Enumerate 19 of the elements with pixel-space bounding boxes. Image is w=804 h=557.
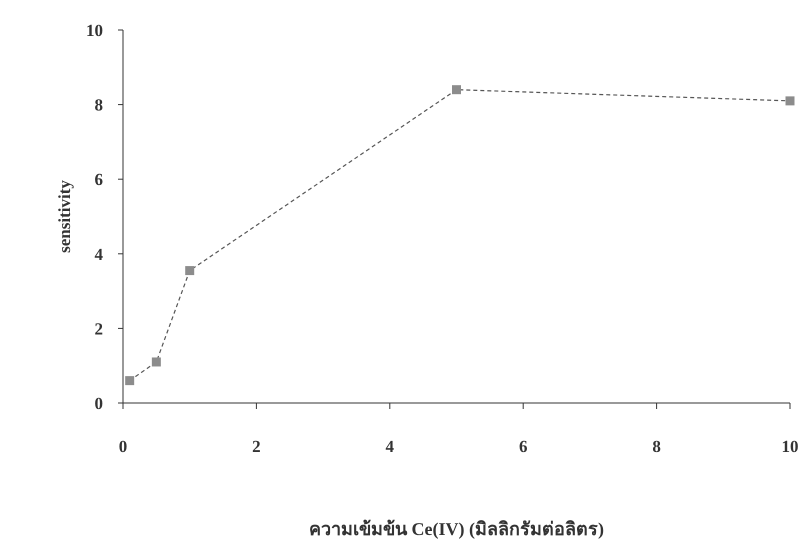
y-tick-label: 10 xyxy=(86,21,103,40)
point xyxy=(125,376,134,386)
y-tick-label: 2 xyxy=(94,319,103,338)
x-tick-label: 6 xyxy=(518,437,528,456)
point xyxy=(786,96,794,106)
point xyxy=(452,85,461,94)
point xyxy=(152,357,161,366)
y-axis-title: sensitivity xyxy=(55,180,74,253)
y-tick-label: 0 xyxy=(94,394,103,413)
x-tick-label: 2 xyxy=(252,437,261,456)
x-axis-title: ความเข้มข้น Ce(IV) (มิลลิกรัมต่อลิตร) xyxy=(309,519,604,539)
point xyxy=(185,266,194,276)
x-tick-label: 4 xyxy=(386,437,395,456)
y-tick-label: 8 xyxy=(94,96,103,115)
y-tick-label: 4 xyxy=(94,244,104,264)
x-tick-label: 10 xyxy=(782,437,798,456)
x-tick-label: 8 xyxy=(652,437,661,456)
y-tick-label: 6 xyxy=(94,170,103,190)
x-tick-label: 0 xyxy=(118,437,128,456)
